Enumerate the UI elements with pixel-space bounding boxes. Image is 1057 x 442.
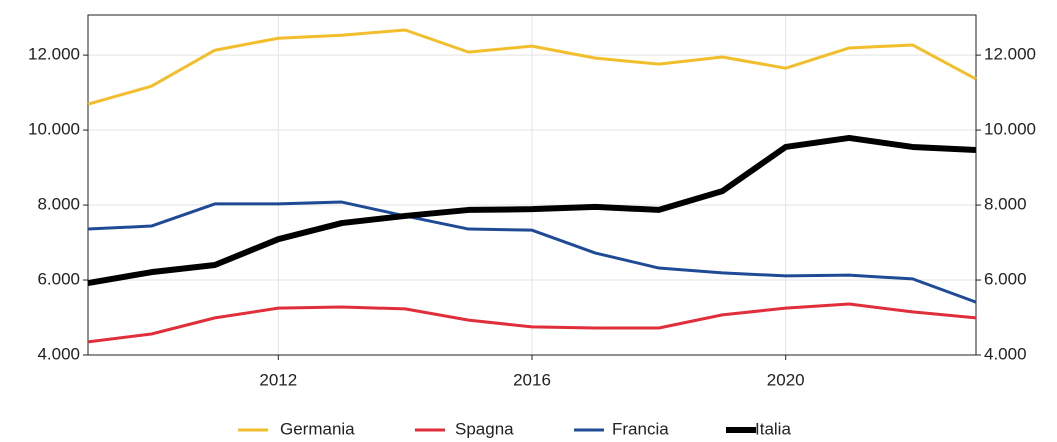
legend-label: Spagna: [455, 419, 514, 438]
y-tick-label: 12.000: [28, 45, 80, 64]
series-line: [87, 200, 977, 304]
series-line: [87, 28, 977, 106]
x-tick-label: 2020: [767, 370, 805, 389]
legend-label: Francia: [612, 419, 669, 438]
y-tick-label: 8.000: [37, 195, 80, 214]
series-line: [87, 134, 977, 286]
legend-label: Germania: [280, 419, 355, 438]
y2-tick-label: 12.000: [984, 45, 1036, 64]
legend-label: Italia: [755, 419, 791, 438]
y-tick-label: 6.000: [37, 270, 80, 289]
x-tick-label: 2012: [259, 370, 297, 389]
y2-tick-label: 8.000: [984, 195, 1027, 214]
y2-tick-label: 10.000: [984, 120, 1036, 139]
x-tick-label: 2016: [513, 370, 551, 389]
series-line: [87, 302, 977, 344]
y-tick-label: 10.000: [28, 120, 80, 139]
y2-tick-label: 6.000: [984, 270, 1027, 289]
y2-tick-label: 4.000: [984, 344, 1027, 363]
y-tick-label: 4.000: [37, 344, 80, 363]
